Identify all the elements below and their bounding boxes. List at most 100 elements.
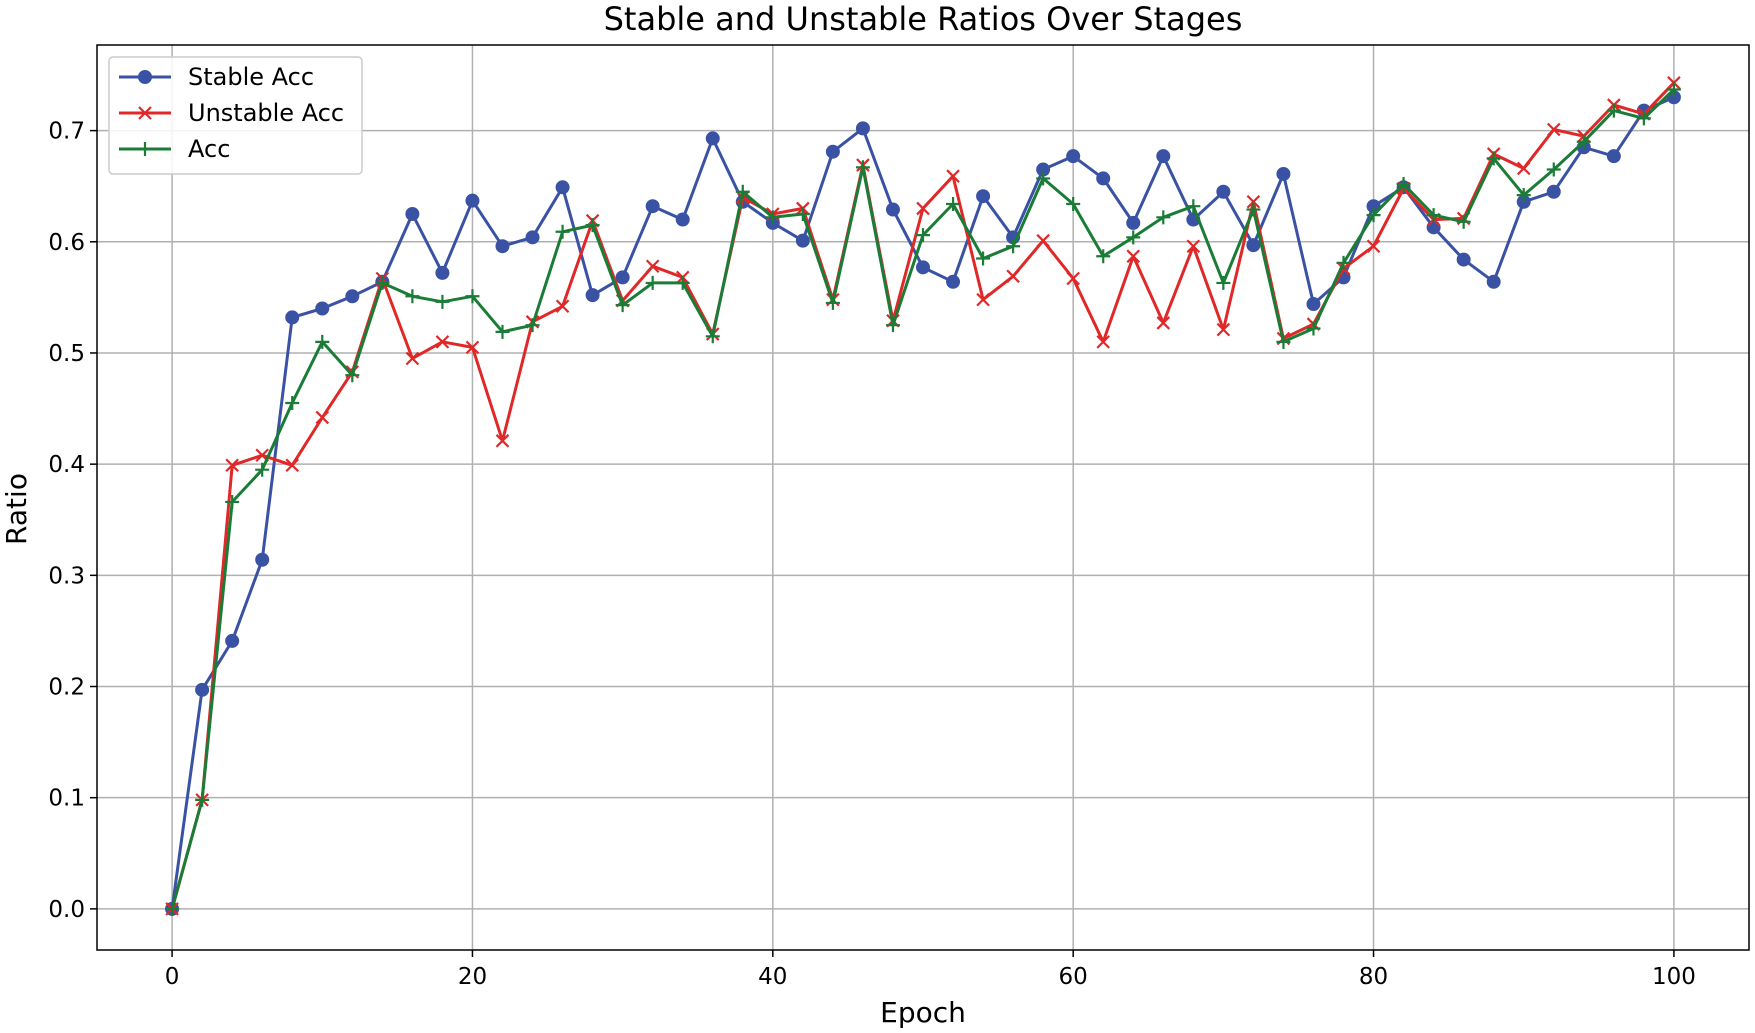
data-point-acc xyxy=(1636,111,1651,126)
x-tick-label: 40 xyxy=(758,964,787,990)
data-point-stable-acc xyxy=(615,270,630,285)
data-point-unstable-acc xyxy=(1156,316,1171,330)
data-point-stable-acc xyxy=(195,682,210,697)
data-point-stable-acc xyxy=(1276,166,1291,181)
data-point-acc xyxy=(1396,176,1411,191)
legend-swatch-marker xyxy=(138,106,152,120)
data-point-unstable-acc xyxy=(1216,322,1231,337)
data-point-acc xyxy=(315,334,330,349)
data-point-acc xyxy=(1606,103,1621,118)
data-point-unstable-acc xyxy=(1066,271,1080,286)
data-point-stable-acc xyxy=(555,180,570,195)
data-point-stable-acc xyxy=(705,131,720,146)
data-point-stable-acc xyxy=(255,552,270,567)
data-point-unstable-acc xyxy=(465,340,480,355)
legend-label: Stable Acc xyxy=(188,63,314,91)
data-point-acc xyxy=(916,228,930,243)
data-point-stable-acc xyxy=(1546,184,1561,199)
data-point-stable-acc xyxy=(976,189,991,204)
data-point-unstable-acc xyxy=(315,410,330,425)
grid-lines xyxy=(97,45,1749,950)
data-point-acc xyxy=(405,289,420,304)
data-point-unstable-acc xyxy=(976,292,990,307)
data-point-acc xyxy=(976,251,991,266)
data-point-stable-acc xyxy=(1486,274,1501,289)
data-point-stable-acc xyxy=(525,230,540,245)
data-point-stable-acc xyxy=(946,274,961,289)
plot-series xyxy=(165,76,1681,916)
data-point-acc xyxy=(435,294,450,309)
data-point-stable-acc xyxy=(1126,215,1141,230)
data-point-stable-acc xyxy=(285,310,300,325)
data-point-stable-acc xyxy=(1606,149,1621,164)
data-point-acc xyxy=(165,901,180,916)
data-point-unstable-acc xyxy=(645,259,660,274)
data-point-stable-acc xyxy=(225,633,240,648)
data-point-acc xyxy=(1576,134,1591,149)
data-point-unstable-acc xyxy=(285,458,300,473)
data-point-unstable-acc xyxy=(495,434,510,448)
data-point-stable-acc xyxy=(315,301,330,316)
data-point-stable-acc xyxy=(1096,171,1111,186)
data-point-unstable-acc xyxy=(1036,233,1050,248)
data-point-unstable-acc xyxy=(1006,269,1020,284)
data-point-acc xyxy=(1456,214,1471,229)
data-point-stable-acc xyxy=(435,265,450,280)
data-point-acc xyxy=(765,210,780,225)
data-point-acc xyxy=(735,184,750,199)
data-point-stable-acc xyxy=(885,202,900,217)
data-point-acc xyxy=(1516,188,1531,203)
data-point-acc xyxy=(465,289,480,304)
data-point-acc xyxy=(1546,162,1561,177)
data-point-stable-acc xyxy=(1246,238,1261,253)
y-tick-label: 0.2 xyxy=(48,675,85,701)
data-point-unstable-acc xyxy=(405,351,420,366)
data-point-acc xyxy=(615,298,630,313)
data-point-stable-acc xyxy=(345,289,360,304)
data-point-unstable-acc xyxy=(1186,239,1201,254)
data-point-unstable-acc xyxy=(435,335,450,349)
chart-title: Stable and Unstable Ratios Over Stages xyxy=(604,0,1243,38)
data-point-unstable-acc xyxy=(1126,249,1141,264)
x-axis-label: Epoch xyxy=(880,996,966,1029)
data-point-unstable-acc xyxy=(1366,239,1381,254)
legend-label: Unstable Acc xyxy=(188,99,344,127)
data-point-acc xyxy=(1126,230,1141,245)
legend-label: Acc xyxy=(188,135,230,163)
data-point-stable-acc xyxy=(465,193,480,208)
data-point-acc xyxy=(555,224,570,239)
data-point-stable-acc xyxy=(855,121,870,136)
data-point-acc xyxy=(285,395,300,410)
y-tick-label: 0.7 xyxy=(48,119,85,145)
legend: Stable Acc Unstable Acc Acc xyxy=(108,56,363,175)
legend-swatch-marker xyxy=(138,142,152,156)
data-point-stable-acc xyxy=(825,144,840,159)
data-point-unstable-acc xyxy=(1246,194,1261,209)
plot-area-frame xyxy=(96,44,1750,951)
data-point-acc xyxy=(675,275,690,290)
x-tick-label: 60 xyxy=(1059,964,1088,990)
data-point-acc xyxy=(645,275,660,290)
data-point-stable-acc xyxy=(675,212,690,227)
data-point-acc xyxy=(1036,171,1051,186)
data-point-unstable-acc xyxy=(946,169,960,183)
legend-entry-stable-acc: Stable Acc xyxy=(119,63,314,91)
data-point-stable-acc xyxy=(495,239,510,254)
data-point-stable-acc xyxy=(795,233,810,248)
data-point-stable-acc xyxy=(1306,297,1321,312)
data-point-acc xyxy=(1336,255,1351,270)
data-point-acc xyxy=(705,329,720,344)
data-point-unstable-acc xyxy=(1516,161,1531,176)
x-tick-label: 0 xyxy=(165,964,180,990)
data-point-acc xyxy=(1156,210,1171,225)
data-point-acc xyxy=(1186,199,1201,214)
data-point-unstable-acc xyxy=(916,201,930,216)
data-point-unstable-acc xyxy=(1546,122,1561,137)
series-line-unstable-acc xyxy=(170,81,1675,910)
data-point-acc xyxy=(1006,239,1021,254)
y-tick-label: 0.4 xyxy=(48,452,85,478)
data-point-stable-acc xyxy=(645,199,660,214)
data-point-acc xyxy=(1426,208,1441,223)
legend-box xyxy=(108,56,363,175)
data-point-stable-acc xyxy=(405,206,420,221)
